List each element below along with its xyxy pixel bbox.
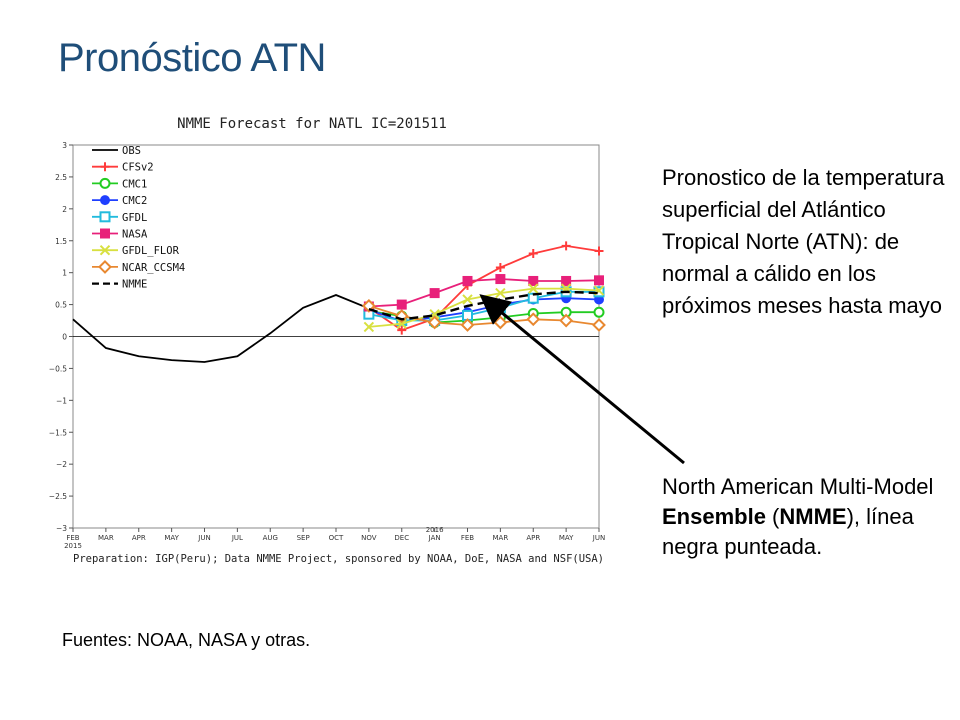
legend-marker — [100, 228, 110, 239]
legend-marker — [100, 195, 110, 206]
legend-label: NASA — [122, 229, 148, 241]
data-point — [396, 299, 407, 310]
nmme-note-text-3: ), línea negra punteada. — [662, 504, 914, 559]
legend-marker — [99, 244, 111, 256]
legend-label: CMC2 — [122, 195, 147, 207]
x-tick-label: OCT — [329, 534, 344, 542]
legend-item-cmc1: CMC1 — [92, 177, 147, 190]
x-tick-label: JUN — [592, 534, 605, 542]
sources-note: Fuentes: NOAA, NASA y otras. — [62, 630, 311, 650]
y-tick-label: 0 — [62, 333, 67, 342]
x-tick-label: NOV — [361, 534, 377, 542]
data-point — [528, 283, 539, 294]
legend-label: GFDL_FLOR — [122, 245, 180, 257]
y-tick-label: 1.5 — [55, 237, 67, 246]
legend-label: NCAR_CCSM4 — [122, 262, 185, 274]
x-tick-label: MAR — [493, 534, 509, 542]
x-tick-label: FEB — [461, 534, 474, 542]
x-tick-label: APR — [132, 534, 146, 542]
nmme-note-text-2: ( — [765, 504, 780, 529]
legend-marker — [98, 259, 112, 274]
legend-item-gfdl_flor: GFDL_FLOR — [92, 244, 180, 257]
data-point — [593, 306, 605, 318]
slide-title: Pronóstico ATN — [58, 36, 326, 80]
legend-item-cfsv2: CFSv2 — [92, 162, 154, 174]
legend-item-ncar_ccsm4: NCAR_CCSM4 — [92, 259, 185, 274]
legend-label: OBS — [122, 145, 141, 157]
data-point — [363, 321, 375, 333]
y-tick-label: −2.5 — [49, 492, 67, 501]
series-obs — [72, 294, 370, 363]
x-year-label: 2015 — [64, 542, 82, 550]
legend-item-nasa: NASA — [92, 228, 148, 241]
data-point — [460, 318, 475, 332]
data-point — [561, 241, 571, 251]
legend-label: NMME — [122, 279, 147, 291]
series-nasa — [363, 274, 604, 312]
x-tick-label: FEB — [66, 534, 79, 542]
x-tick-label: AUG — [263, 534, 278, 542]
nmme-note-text-1: North American Multi-Model — [662, 474, 934, 499]
x-tick-label: APR — [526, 534, 540, 542]
data-point — [397, 325, 407, 335]
data-point — [396, 318, 407, 329]
y-tick-label: −2 — [56, 460, 67, 469]
data-point — [495, 274, 506, 285]
y-tick-label: −1 — [56, 396, 67, 405]
y-tick-label: 1 — [62, 269, 67, 278]
data-point — [494, 302, 506, 314]
x-tick-label: JUN — [197, 534, 210, 542]
series-line-cfsv2 — [368, 244, 600, 332]
data-point — [429, 288, 440, 299]
y-tick-label: 0.5 — [55, 301, 67, 310]
legend: OBS CFSv2 CMC1 CMC2 GFDL NASA GFDL_FLOR NCAR_CC… — [92, 145, 185, 291]
data-point — [561, 275, 572, 286]
x-tick-label: SEP — [297, 534, 310, 542]
chart-footer: Preparation: IGP(Peru); Data NMME Projec… — [73, 553, 604, 565]
legend-label: CFSv2 — [122, 162, 154, 174]
y-tick-label: −3 — [56, 524, 67, 533]
legend-marker — [99, 211, 111, 223]
nmme-note-bold-ensemble: Ensemble — [662, 504, 766, 529]
x-tick-label: MAY — [559, 534, 574, 542]
chart-title: NMME Forecast for NATL IC=201511 — [177, 116, 447, 132]
legend-item-nmme: NMME — [92, 279, 147, 291]
x-tick-label: DEC — [394, 534, 409, 542]
data-point — [528, 249, 538, 259]
x-tick-label: MAY — [164, 534, 179, 542]
legend-marker — [99, 177, 111, 189]
y-tick-label: 2.5 — [55, 173, 67, 182]
axes-group: 32.521.510.50−0.5−1−1.5−2−2.5−3FEB2015MA… — [49, 141, 605, 550]
series-line-obs — [72, 294, 370, 363]
data-point — [361, 298, 376, 313]
nmme-forecast-chart: NMME Forecast for NATL IC=201511 3 2.5 2 1.… — [42, 100, 608, 570]
data-point — [594, 275, 604, 286]
legend-item-cmc2: CMC2 — [92, 195, 147, 207]
nmme-note: North American Multi-Model Ensemble (NMM… — [662, 472, 952, 562]
y-tick-label: −0.5 — [49, 364, 67, 373]
data-point — [462, 294, 473, 305]
data-point — [594, 246, 604, 256]
x-tick-label: JAN — [428, 534, 441, 542]
legend-label: CMC1 — [122, 178, 147, 190]
data-point — [528, 275, 539, 286]
legend-marker — [100, 162, 110, 172]
legend-item-obs: OBS — [92, 145, 141, 157]
y-tick-label: 3 — [62, 141, 67, 150]
data-point — [427, 315, 442, 330]
data-point — [429, 308, 440, 320]
series-line-nasa — [368, 278, 600, 308]
nmme-note-bold-nmme: NMME — [779, 504, 847, 529]
data-point — [495, 263, 505, 273]
x-year-label: 2016 — [426, 526, 444, 534]
forecast-description: Pronostico de la temperatura superficial… — [662, 165, 945, 318]
legend-item-gfdl: GFDL — [92, 211, 147, 224]
legend-label: GFDL — [122, 212, 147, 224]
y-tick-label: −1.5 — [49, 428, 67, 437]
y-tick-label: 2 — [62, 205, 67, 214]
x-tick-label: MAR — [98, 534, 114, 542]
data-point — [462, 275, 473, 286]
x-tick-label: JUL — [231, 534, 243, 542]
chart-svg: NMME Forecast for NATL IC=201511 3 2.5 2 1.… — [42, 100, 608, 570]
